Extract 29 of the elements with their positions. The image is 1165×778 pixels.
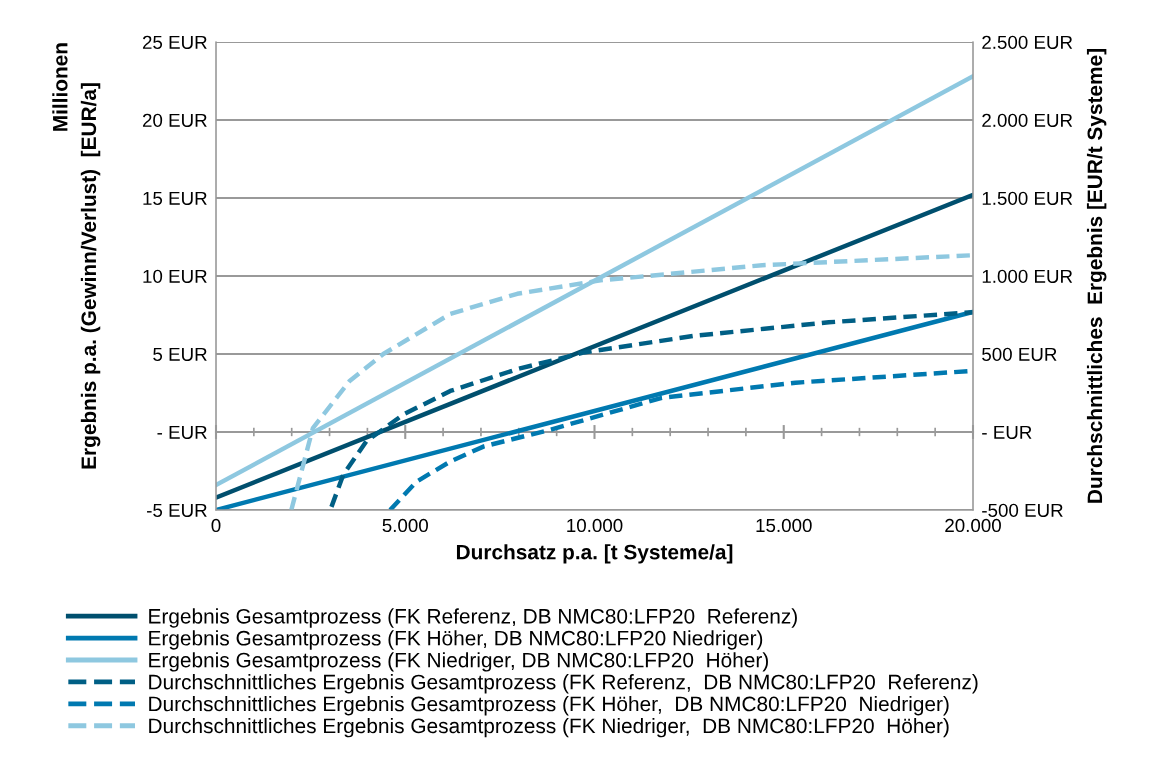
y2-tick-label: -500 EUR bbox=[982, 503, 1063, 517]
x-tick-label: 0 bbox=[211, 518, 221, 533]
y-tick-label: 25 EUR bbox=[142, 35, 207, 49]
y-tick-label: 20 EUR bbox=[142, 113, 207, 127]
legend-label: Ergebnis Gesamtprozess (FK Höher, DB NMC80:LFP20 Niedriger) bbox=[149, 630, 763, 650]
legend-label: Ergebnis Gesamtprozess (FK Niedriger, DB NMC80:LFP20 Höher) bbox=[149, 652, 768, 672]
x-tick-label: 15.000 bbox=[756, 518, 812, 533]
legend-label: Ergebnis Gesamtprozess (FK Referenz, DB NMC80:LFP20 Referenz) bbox=[149, 608, 797, 628]
y2-tick-label: 1.000 EUR bbox=[982, 269, 1073, 283]
y2-tick-label: - EUR bbox=[982, 425, 1032, 439]
legend-label: Durchschnittliches Ergebnis Gesamtprozess (FK Höher, DB NMC80:LFP20 Niedriger) bbox=[149, 696, 949, 716]
y2-tick-label: 2.000 EUR bbox=[982, 113, 1073, 127]
y2-tick-label: 500 EUR bbox=[982, 347, 1057, 361]
y-tick-label: 5 EUR bbox=[153, 347, 207, 361]
x-axis-title: Durchsatz p.a. [t Systeme/a] bbox=[456, 544, 733, 564]
y-tick-label: 15 EUR bbox=[143, 191, 207, 205]
y2-tick-label: 2.500 EUR bbox=[982, 35, 1073, 49]
y2-tick-label: 1.500 EUR bbox=[982, 191, 1073, 205]
legend-label: Durchschnittliches Ergebnis Gesamtprozess (FK Niedriger, DB NMC80:LFP20 Höher) bbox=[149, 717, 949, 738]
y-tick-label: 10 EUR bbox=[143, 269, 207, 283]
text: Millionen bbox=[52, 43, 68, 131]
y-axis-title: Ergebnis p.a. (Gewinn/Verlust) [EUR/a] bbox=[80, 83, 101, 469]
x-tick-label: 20.000 bbox=[945, 518, 1001, 533]
y2-axis-title: Durchschnittliches Ergebnis [EUR/t Systeme] bbox=[1086, 49, 1107, 503]
x-tick-label: 10.000 bbox=[567, 518, 623, 533]
legend-label: Durchschnittliches Ergebnis Gesamtprozess (FK Referenz, DB NMC80:LFP20 Referenz) bbox=[149, 674, 978, 694]
y-tick-label: - EUR bbox=[157, 425, 207, 439]
x-tick-label: 5.000 bbox=[382, 518, 428, 533]
y-tick-label: -5 EUR bbox=[147, 503, 207, 517]
